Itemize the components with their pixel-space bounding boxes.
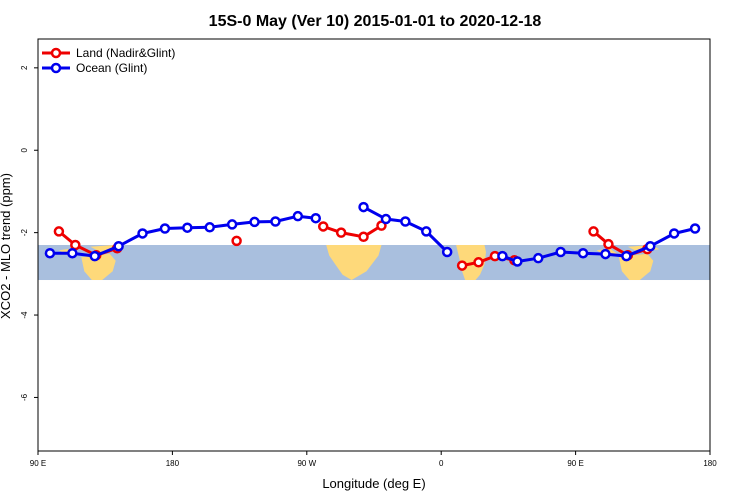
- x-tick-label: 180: [703, 459, 717, 468]
- plot-frame: [37, 38, 711, 452]
- y-tick-label: -6: [20, 393, 29, 401]
- series-ocean: [44, 201, 701, 267]
- data-point: [421, 226, 432, 237]
- series-line: [501, 227, 696, 263]
- data-point: [159, 223, 171, 234]
- data-point: [226, 219, 238, 230]
- y-tick-label: -4: [20, 311, 29, 319]
- chart-title: 15S-0 May (Ver 10) 2015-01-01 to 2020-12…: [209, 13, 542, 30]
- data-point: [44, 247, 56, 259]
- data-point: [645, 240, 656, 252]
- x-tick-label: 0: [439, 459, 444, 468]
- data-point: [456, 260, 468, 271]
- land-australia-1: [81, 253, 116, 280]
- data-point: [603, 238, 614, 250]
- data-point: [310, 212, 322, 224]
- data-point: [113, 240, 124, 252]
- data-point: [600, 248, 611, 260]
- legend-marker: [50, 47, 62, 59]
- y-tick-label: 2: [20, 65, 29, 70]
- series-line: [322, 224, 383, 239]
- data-point: [621, 250, 632, 262]
- data-point: [70, 239, 81, 251]
- data-point: [358, 231, 369, 243]
- y-tick-label: 0: [20, 147, 29, 152]
- data-point: [473, 257, 484, 268]
- data-point: [182, 222, 193, 233]
- data-point: [358, 201, 369, 213]
- x-tick-label: 180: [166, 459, 180, 468]
- data-point: [380, 213, 392, 225]
- y-tick-label: -2: [20, 229, 29, 237]
- x-tick-label: 90 E: [30, 459, 46, 468]
- x-tick-label: 90 W: [297, 459, 316, 468]
- data-point: [317, 221, 329, 232]
- data-point: [335, 227, 347, 238]
- data-point: [689, 223, 701, 234]
- x-tick-label: 90 E: [567, 459, 583, 468]
- data-point: [270, 216, 281, 227]
- data-point: [668, 228, 680, 239]
- data-point: [249, 216, 260, 228]
- data-point: [400, 216, 411, 227]
- data-point: [555, 246, 566, 258]
- data-point: [204, 222, 215, 233]
- data-point: [67, 247, 78, 259]
- data-point: [441, 246, 453, 258]
- data-point: [512, 256, 523, 267]
- land-south-america: [326, 245, 382, 280]
- legend: Land (Nadir&Glint)Ocean (Glint): [42, 46, 175, 75]
- data-point: [89, 250, 100, 262]
- data-point: [577, 247, 589, 259]
- legend-marker: [50, 62, 62, 74]
- data-point: [292, 210, 304, 222]
- legend-entry: Ocean (Glint): [76, 61, 147, 75]
- x-axis-label: Longitude (deg E): [322, 476, 425, 491]
- data-point: [231, 235, 242, 247]
- data-point: [53, 226, 65, 237]
- y-axis-label: XCO2 - MLO trend (ppm): [0, 173, 13, 319]
- legend-entry: Land (Nadir&Glint): [76, 46, 175, 60]
- data-point: [497, 250, 508, 262]
- data-point: [137, 228, 148, 239]
- data-point: [588, 226, 599, 237]
- data-point: [533, 252, 544, 264]
